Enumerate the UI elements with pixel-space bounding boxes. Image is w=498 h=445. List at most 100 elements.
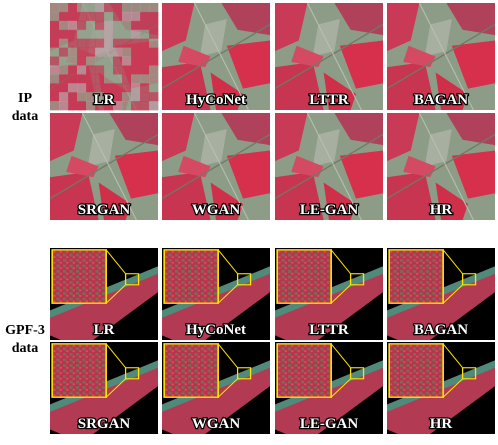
pixel-block bbox=[86, 20, 96, 31]
pixel-block bbox=[77, 101, 87, 111]
pixel-block bbox=[140, 11, 150, 22]
pixel-block bbox=[104, 38, 114, 49]
pixel-block bbox=[113, 20, 123, 31]
image-panel: LTTR bbox=[274, 2, 384, 111]
pixel-block bbox=[68, 11, 78, 22]
image-panel: WGAN bbox=[161, 112, 271, 221]
pixel-block bbox=[59, 29, 69, 40]
pixel-block bbox=[68, 74, 78, 84]
pixel-block bbox=[77, 74, 87, 84]
pixel-block bbox=[50, 65, 60, 75]
pixel-block bbox=[149, 20, 159, 31]
pixel-block bbox=[59, 65, 69, 75]
pixel-block bbox=[140, 29, 150, 40]
pixel-block bbox=[50, 38, 60, 49]
pixel-block bbox=[149, 29, 159, 40]
pixel-block bbox=[59, 47, 69, 57]
pixel-block bbox=[131, 20, 141, 31]
pixel-block bbox=[122, 20, 132, 31]
pixel-block bbox=[140, 20, 150, 31]
pixel-block bbox=[131, 3, 141, 13]
image-panel: BAGAN bbox=[386, 247, 496, 341]
pixel-block bbox=[50, 3, 60, 13]
pixel-block bbox=[149, 101, 159, 111]
panel-label: SRGAN bbox=[78, 202, 131, 218]
pixel-block bbox=[149, 38, 159, 49]
pixel-block bbox=[113, 47, 123, 57]
pixel-block bbox=[140, 56, 150, 66]
pixel-block bbox=[113, 101, 123, 111]
pixel-block bbox=[104, 83, 114, 93]
pixel-block bbox=[122, 38, 132, 49]
pixel-block bbox=[95, 65, 105, 75]
row-label: data bbox=[12, 109, 38, 124]
pixel-block bbox=[95, 20, 105, 31]
pixel-block bbox=[122, 74, 132, 84]
pixel-block bbox=[149, 65, 159, 75]
panel-label: HyCoNet bbox=[186, 322, 246, 338]
pixel-block bbox=[50, 56, 60, 66]
pixel-block bbox=[77, 20, 87, 31]
pixel-block bbox=[113, 83, 123, 93]
panel-label: HR bbox=[430, 416, 453, 432]
pixel-block bbox=[95, 38, 105, 49]
panel-label: LTTR bbox=[309, 92, 349, 108]
pixel-block bbox=[68, 47, 78, 57]
pixel-block bbox=[113, 11, 123, 22]
pixel-block bbox=[68, 92, 78, 102]
pixel-block bbox=[68, 38, 78, 49]
pixel-block bbox=[140, 74, 150, 84]
image-panel: LE-GAN bbox=[274, 112, 384, 221]
pixel-block bbox=[77, 92, 87, 102]
pixel-block bbox=[50, 29, 60, 40]
pixel-block bbox=[131, 38, 141, 49]
pixel-block bbox=[122, 56, 132, 66]
pixel-block bbox=[104, 74, 114, 84]
row-label: data bbox=[12, 341, 38, 356]
pixel-block bbox=[104, 65, 114, 75]
pixel-block bbox=[104, 20, 114, 31]
pixel-block bbox=[50, 101, 60, 111]
pixel-block bbox=[50, 47, 60, 57]
pixel-block bbox=[68, 65, 78, 75]
pixel-block bbox=[140, 65, 150, 75]
pixel-block bbox=[50, 92, 60, 102]
panel-label: LR bbox=[94, 322, 115, 338]
panel-label: WGAN bbox=[192, 202, 241, 218]
row-label: IP bbox=[18, 91, 32, 106]
pixel-block bbox=[86, 47, 96, 57]
panel-label: HyCoNet bbox=[186, 92, 246, 108]
panel-label: BAGAN bbox=[414, 322, 468, 338]
pixel-block bbox=[113, 3, 123, 13]
pixel-block bbox=[140, 47, 150, 57]
pixel-block bbox=[95, 83, 105, 93]
pixel-block bbox=[86, 101, 96, 111]
pixel-block bbox=[149, 3, 159, 13]
pixel-block bbox=[50, 83, 60, 93]
pixel-block bbox=[140, 3, 150, 13]
pixel-block bbox=[68, 20, 78, 31]
pixel-block bbox=[50, 11, 60, 22]
pixel-block bbox=[77, 3, 87, 13]
pixel-block bbox=[59, 20, 69, 31]
pixel-block bbox=[59, 83, 69, 93]
pixel-block bbox=[140, 92, 150, 102]
pixel-block bbox=[50, 74, 60, 84]
pixel-block bbox=[59, 11, 69, 22]
image-panel: HR bbox=[386, 341, 496, 435]
pixel-block bbox=[131, 74, 141, 84]
pixel-block bbox=[122, 3, 132, 13]
pixel-block bbox=[104, 92, 114, 102]
pixel-block bbox=[122, 101, 132, 111]
pixel-block bbox=[86, 38, 96, 49]
pixel-block bbox=[68, 83, 78, 93]
pixel-block bbox=[113, 65, 123, 75]
panel-label: WGAN bbox=[192, 416, 241, 432]
pixel-block bbox=[122, 11, 132, 22]
pixel-block bbox=[95, 74, 105, 84]
pixel-block bbox=[122, 65, 132, 75]
pixel-block bbox=[68, 101, 78, 111]
pixel-block bbox=[149, 74, 159, 84]
pixel-block bbox=[86, 74, 96, 84]
